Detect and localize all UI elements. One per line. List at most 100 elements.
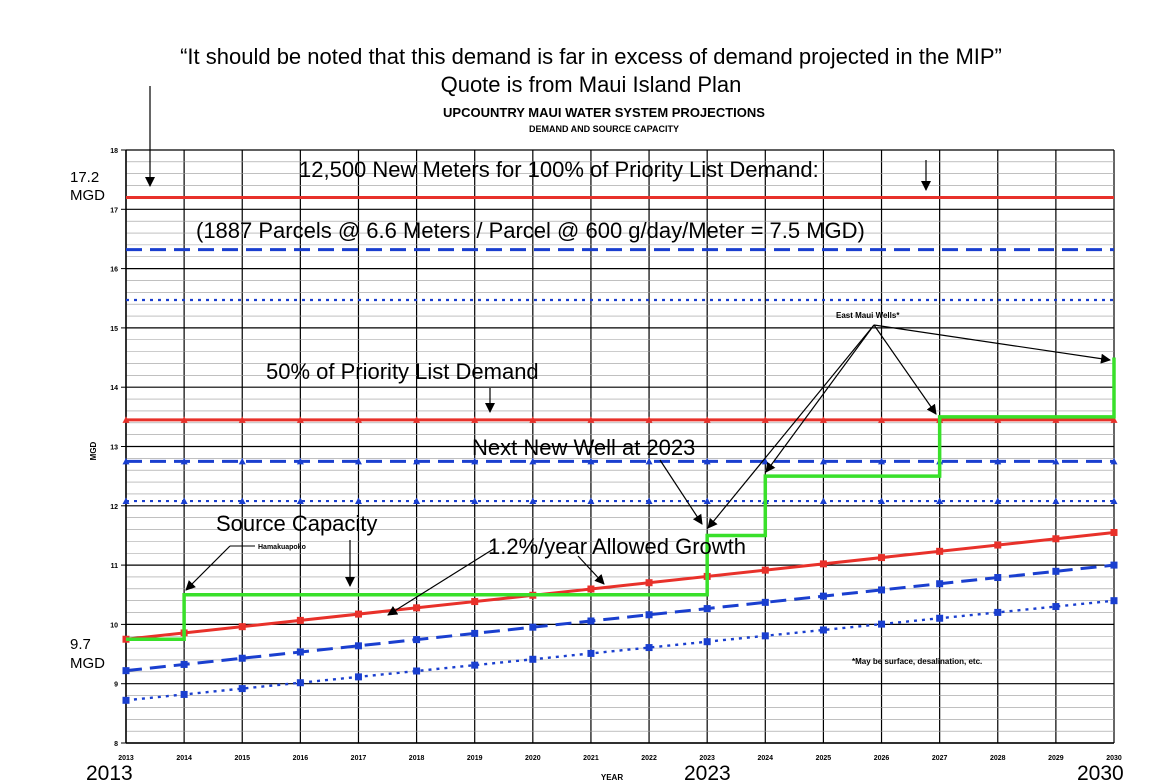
projection-point-0-2017: [354, 610, 362, 618]
demand-marker-3-2024: [761, 416, 769, 423]
projection-point-2-2018: [413, 667, 421, 675]
demand-marker-5-2026: [878, 497, 886, 505]
y-tick-label-13: 13: [110, 445, 118, 452]
annotation-footnote: *May be surface, desalination, etc.: [852, 657, 982, 666]
demand-marker-5-2014: [180, 497, 188, 505]
projection-point-2-2030: [1110, 597, 1118, 605]
projection-point-1-2024: [761, 598, 769, 606]
projection-point-2-2022: [645, 644, 653, 652]
demand-marker-3-2014: [180, 416, 188, 423]
big-year-start: 2013: [86, 762, 133, 782]
demand-marker-3-2029: [1052, 416, 1060, 423]
x-tick-label-2020: 2020: [525, 755, 541, 762]
projection-point-1-2019: [471, 629, 479, 637]
x-tick-label-2016: 2016: [293, 755, 309, 762]
demand-marker-3-2020: [529, 416, 537, 423]
demand-marker-5-2022: [645, 497, 653, 505]
demand-marker-5-2020: [529, 497, 537, 505]
annotation-priority-50: 50% of Priority List Demand: [266, 359, 539, 384]
projection-point-1-2026: [878, 586, 886, 594]
y-tick-label-17: 17: [110, 207, 118, 214]
projection-point-1-2023: [703, 605, 711, 613]
demand-marker-5-2016: [296, 497, 304, 505]
projection-line-2: [125, 599, 1115, 702]
callout-17-2-unit: MGD: [70, 187, 105, 204]
projection-point-2-2028: [994, 608, 1002, 616]
demand-marker-3-2016: [296, 416, 304, 423]
projection-point-0-2025: [819, 560, 827, 568]
x-tick-label-2030: 2030: [1106, 755, 1122, 762]
x-tick-label-2017: 2017: [351, 755, 367, 762]
projection-point-0-2026: [878, 554, 886, 562]
projection-point-1-2029: [1052, 567, 1060, 575]
projection-point-0-2030: [1110, 528, 1118, 536]
projection-point-1-2020: [529, 623, 537, 631]
demand-marker-4-2015: [238, 457, 246, 465]
projection-point-0-2022: [645, 579, 653, 587]
header-source: Quote is from Maui Island Plan: [441, 72, 742, 97]
demand-marker-4-2021: [587, 457, 595, 465]
projection-point-2-2014: [180, 690, 188, 698]
demand-marker-3-2025: [819, 416, 827, 423]
demand-marker-4-2014: [180, 457, 188, 465]
demand-marker-3-2019: [471, 416, 479, 423]
projection-point-1-2021: [587, 617, 595, 625]
projection-point-2-2026: [878, 620, 886, 628]
projection-point-1-2027: [936, 580, 944, 588]
annotation-source-capacity: Source Capacity: [216, 511, 377, 536]
demand-marker-4-2030: [1110, 457, 1118, 465]
projection-point-2-2017: [354, 673, 362, 681]
projection-point-2-2027: [936, 614, 944, 622]
projection-point-1-2015: [238, 654, 246, 662]
projection-point-1-2017: [354, 642, 362, 650]
x-tick-label-2023: 2023: [699, 755, 715, 762]
y-tick-label-18: 18: [110, 148, 118, 155]
annotation-hamakuapoko: Hamakuapoko: [258, 544, 306, 551]
x-tick-label-2025: 2025: [816, 755, 832, 762]
demand-marker-5-2027: [936, 497, 944, 505]
x-tick-label-2024: 2024: [758, 755, 774, 762]
demand-marker-3-2030: [1110, 416, 1118, 423]
projection-point-2-2024: [761, 632, 769, 640]
demand-marker-5-2013: [122, 497, 130, 505]
arrow-wells-1: [707, 324, 875, 529]
projection-point-1-2025: [819, 592, 827, 600]
projection-point-0-2018: [413, 604, 421, 612]
demand-marker-5-2015: [238, 497, 246, 505]
projection-point-0-2015: [238, 623, 246, 631]
projection-point-0-2016: [296, 616, 304, 624]
projection-point-0-2029: [1052, 535, 1060, 543]
y-tick-label-12: 12: [110, 504, 118, 511]
arrow-next-well: [659, 459, 703, 525]
arrow-wells-3: [873, 324, 937, 415]
demand-marker-4-2020: [529, 457, 537, 465]
projection-point-1-2022: [645, 611, 653, 619]
x-tick-label-2022: 2022: [641, 755, 657, 762]
demand-marker-5-2019: [471, 497, 479, 505]
annotation-parcels: (1887 Parcels @ 6.6 Meters / Parcel @ 60…: [196, 218, 865, 243]
demand-marker-5-2030: [1110, 497, 1118, 505]
projection-line-1: [125, 563, 1115, 673]
arrow-hamakuapoko-down: [185, 545, 231, 591]
y-tick-label-11: 11: [111, 563, 119, 570]
projection-point-1-2028: [994, 574, 1002, 582]
projection-point-2-2016: [296, 679, 304, 687]
demand-marker-4-2023: [703, 457, 711, 465]
projection-point-2-2013: [122, 696, 130, 704]
chart-subtitle: DEMAND AND SOURCE CAPACITY: [529, 124, 679, 134]
demand-marker-4-2019: [471, 457, 479, 465]
projection-point-2-2020: [529, 655, 537, 663]
demand-marker-5-2021: [587, 497, 595, 505]
annotation-next-well: Next New Well at 2023: [472, 435, 695, 460]
demand-marker-4-2026: [878, 457, 886, 465]
demand-marker-4-2029: [1052, 457, 1060, 465]
demand-lines: [122, 195, 1118, 505]
demand-marker-4-2016: [296, 457, 304, 465]
demand-marker-4-2025: [819, 457, 827, 465]
demand-marker-5-2028: [994, 497, 1002, 505]
projection-point-1-2018: [413, 636, 421, 644]
projection-point-1-2014: [180, 660, 188, 668]
header-quote: “It should be noted that this demand is …: [180, 44, 1002, 69]
chart-title: UPCOUNTRY MAUI WATER SYSTEM PROJECTIONS: [443, 105, 765, 120]
